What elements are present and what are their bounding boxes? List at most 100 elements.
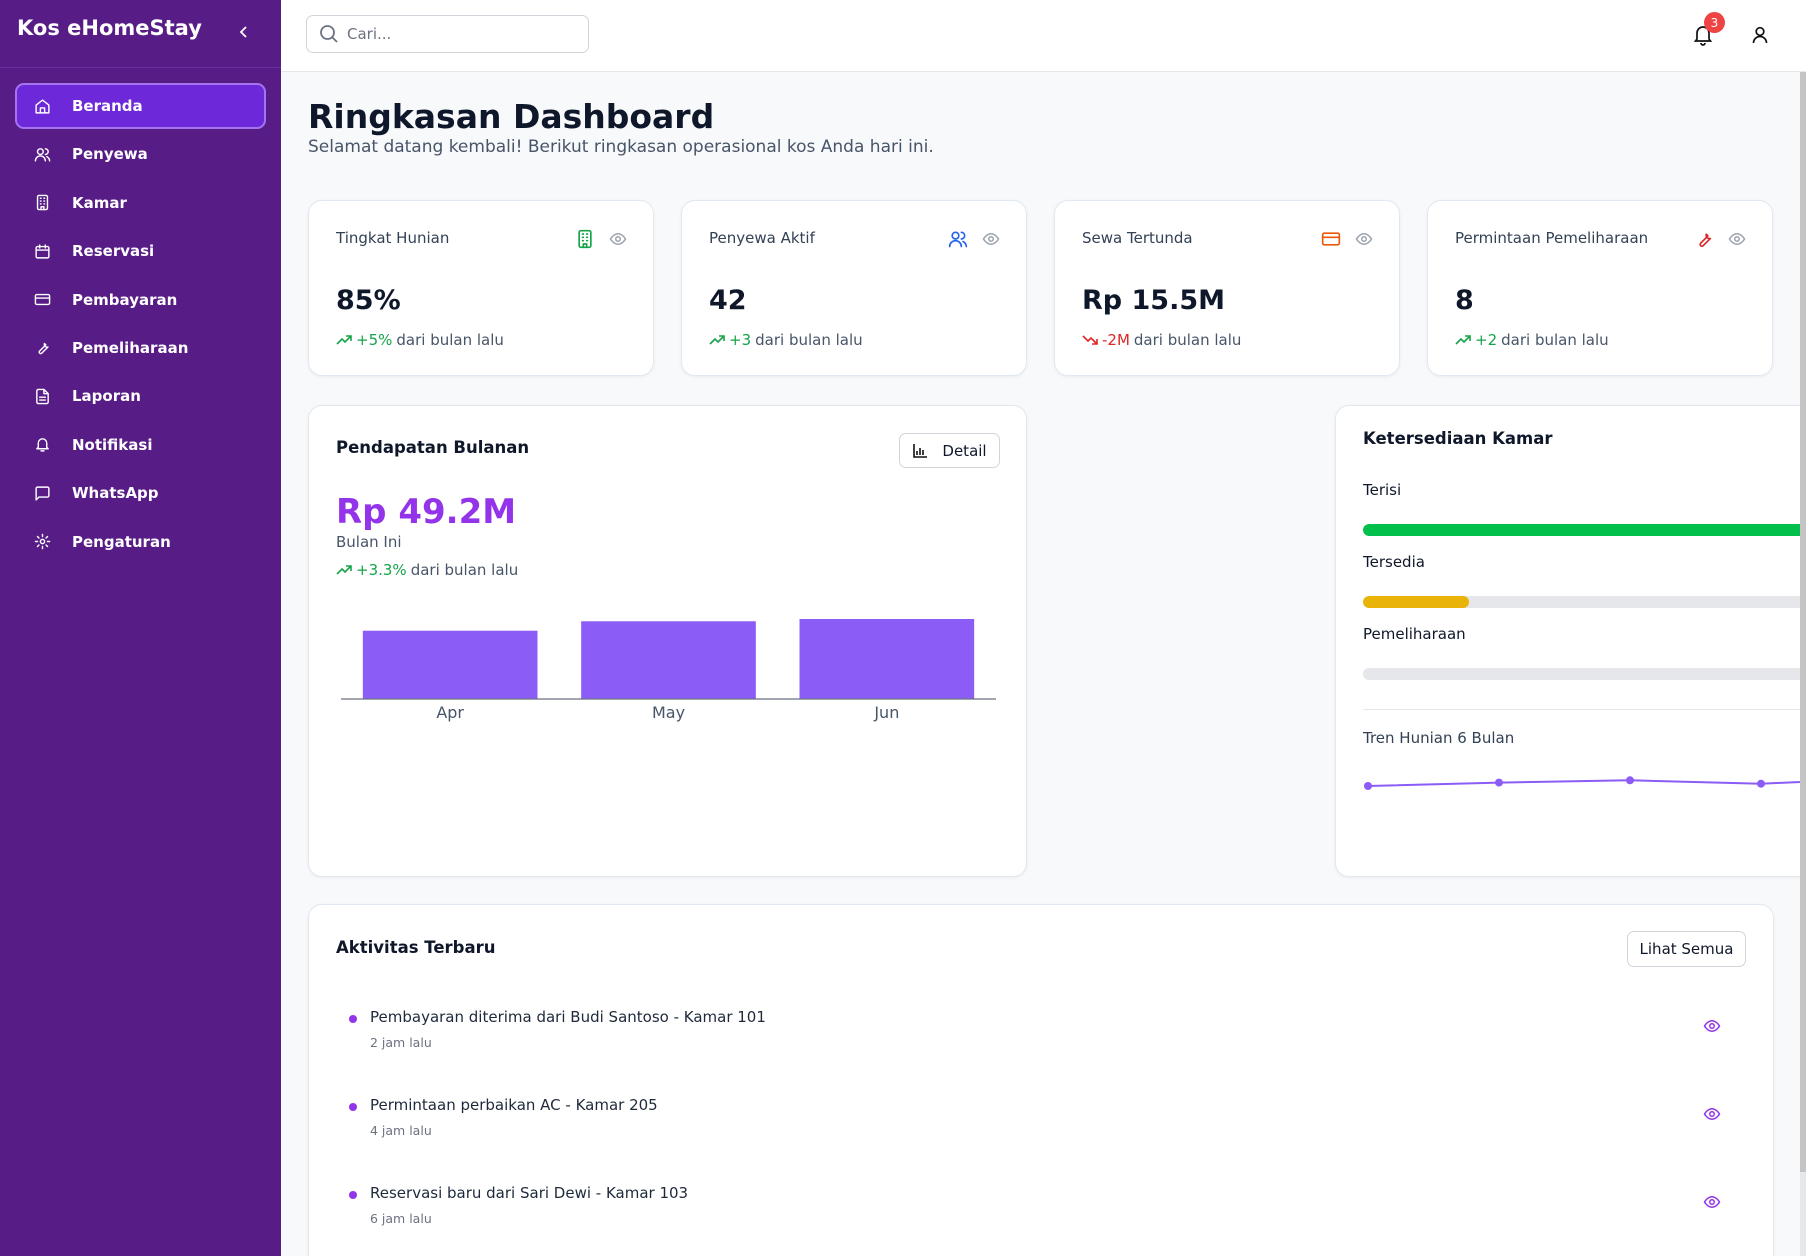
brand: Kos eHomeStay xyxy=(17,16,202,40)
search-box[interactable]: Cari... xyxy=(306,15,589,53)
button-label: Lihat Semua xyxy=(1639,940,1734,958)
menu-item[interactable]: Laporan xyxy=(15,373,266,419)
view-button[interactable] xyxy=(1703,1017,1721,1039)
menu-label: Kamar xyxy=(72,193,127,212)
progress-track xyxy=(1363,524,1800,536)
page-title: Ringkasan Dashboard xyxy=(308,97,715,136)
change-text: dari bulan lalu xyxy=(396,331,504,349)
notification-count: 3 xyxy=(1704,12,1725,33)
trend-point xyxy=(1364,782,1372,790)
change-value: +3 xyxy=(729,331,752,349)
bar xyxy=(362,630,538,699)
view-button[interactable] xyxy=(1703,1105,1721,1127)
menu-item[interactable]: Kamar xyxy=(15,180,266,226)
x-tick-label: Jun xyxy=(873,703,899,722)
divider xyxy=(1363,709,1800,710)
change-text: dari bulan lalu xyxy=(410,561,519,579)
revenue-chart: Apr May Jun xyxy=(341,619,996,722)
menu-item[interactable]: Notifikasi xyxy=(15,422,266,468)
x-tick-label: May xyxy=(652,703,685,722)
menu-label: Beranda xyxy=(72,97,143,115)
menu-item[interactable]: Penyewa xyxy=(15,131,266,177)
rooms-card: Ketersediaan Kamar Tren Hunian 6 Bulan T… xyxy=(1335,405,1800,877)
view-button[interactable] xyxy=(1355,230,1373,252)
menu-label: WhatsApp xyxy=(72,484,159,503)
activity-dot xyxy=(349,1191,357,1199)
stat-value: 8 xyxy=(1455,285,1474,316)
view-button[interactable] xyxy=(1728,230,1746,252)
trend-line xyxy=(1367,779,1800,787)
stat-card: Sewa Tertunda Rp 15.5M -2M dari bulan lalu xyxy=(1054,200,1400,376)
change-value: +5% xyxy=(356,331,393,349)
activity-time: 4 jam lalu xyxy=(370,1123,432,1138)
x-tick-label: Apr xyxy=(436,703,464,722)
room-label: Terisi xyxy=(1363,481,1402,499)
menu: Beranda Penyewa Kamar Reservasi Pembayaran Pe… xyxy=(15,83,266,567)
stat-icon xyxy=(948,229,968,253)
menu-item[interactable]: Pengaturan xyxy=(15,519,266,565)
stat-icon xyxy=(575,229,595,253)
view-button[interactable] xyxy=(982,230,1000,252)
button-label: Detail xyxy=(942,441,987,460)
user-button[interactable] xyxy=(1750,25,1770,45)
main-content: Ringkasan Dashboard Selamat datang kemba… xyxy=(281,73,1800,1256)
activity-text: Permintaan perbaikan AC - Kamar 205 xyxy=(370,1096,658,1114)
change-text: dari bulan lalu xyxy=(1133,331,1242,349)
menu-item[interactable]: WhatsApp xyxy=(15,470,266,516)
change-value: +3.3% xyxy=(356,561,407,579)
detail-button[interactable]: Detail xyxy=(899,433,1000,468)
stat-change: +5% dari bulan lalu xyxy=(336,331,504,349)
view-button[interactable] xyxy=(609,230,627,252)
trend-chart xyxy=(1364,776,1800,790)
trend-point xyxy=(1495,778,1503,787)
activity-text: Reservasi baru dari Sari Dewi - Kamar 10… xyxy=(370,1184,689,1202)
stat-label: Penyewa Aktif xyxy=(709,229,815,247)
topbar: Cari... 3 xyxy=(281,0,1806,72)
sidebar: Kos eHomeStay Beranda Penyewa Kamar Reserva… xyxy=(0,0,281,1256)
change-value: +2 xyxy=(1475,331,1498,349)
progress-fill xyxy=(1363,596,1470,608)
menu-label: Laporan xyxy=(72,387,141,406)
stat-change: -2M dari bulan lalu xyxy=(1082,331,1241,349)
menu-item[interactable]: Pembayaran xyxy=(15,277,266,323)
divider xyxy=(0,67,281,68)
stat-card: Penyewa Aktif 42 +3 dari bulan lalu xyxy=(681,200,1027,376)
bar xyxy=(799,619,975,699)
activity-dot xyxy=(349,1103,357,1111)
menu-label: Pembayaran xyxy=(72,290,178,309)
progress-track xyxy=(1363,596,1800,608)
page-subtitle: Selamat datang kembali! Berikut ringkasa… xyxy=(308,137,934,157)
menu-label: Pemeliharaan xyxy=(72,338,189,357)
change-text: dari bulan lalu xyxy=(1501,331,1609,349)
collapse-button[interactable] xyxy=(236,24,252,40)
stat-label: Tingkat Hunian xyxy=(336,229,450,247)
menu-label: Pengaturan xyxy=(72,532,171,551)
trend-point xyxy=(1757,779,1765,788)
menu-item[interactable]: Reservasi xyxy=(15,228,266,274)
menu-item[interactable]: Beranda xyxy=(15,83,266,129)
see-all-button[interactable]: Lihat Semua xyxy=(1627,931,1746,967)
menu-item[interactable]: Pemeliharaan xyxy=(15,325,266,371)
headline-caption: Bulan Ini xyxy=(336,533,402,551)
room-label: Tersedia xyxy=(1363,553,1425,571)
trend-point xyxy=(1626,776,1634,785)
card-title: Pendapatan Bulanan xyxy=(336,438,530,457)
activity-text: Pembayaran diterima dari Budi Santoso - … xyxy=(370,1008,766,1026)
stat-label: Permintaan Pemeliharaan xyxy=(1455,229,1649,247)
bar xyxy=(581,621,756,699)
menu-label: Penyewa xyxy=(72,145,148,164)
revenue-card: Pendapatan Bulanan Detail Rp 49.2M Bulan… xyxy=(308,405,1027,877)
view-button[interactable] xyxy=(1703,1193,1721,1215)
stat-card: Tingkat Hunian 85% +5% dari bulan lalu xyxy=(308,200,654,376)
trend-title: Tren Hunian 6 Bulan xyxy=(1363,729,1515,747)
menu-label: Reservasi xyxy=(72,242,155,261)
menu-label: Notifikasi xyxy=(72,435,153,454)
stat-icon xyxy=(1694,229,1714,253)
stat-value: 42 xyxy=(709,285,747,316)
change-text: dari bulan lalu xyxy=(755,331,863,349)
stat-card: Permintaan Pemeliharaan 8 +2 dari bulan lal… xyxy=(1427,200,1773,376)
stat-label: Sewa Tertunda xyxy=(1082,229,1193,247)
activity-card: Aktivitas Terbaru Lihat Semua Pembayaran… xyxy=(308,904,1774,1256)
